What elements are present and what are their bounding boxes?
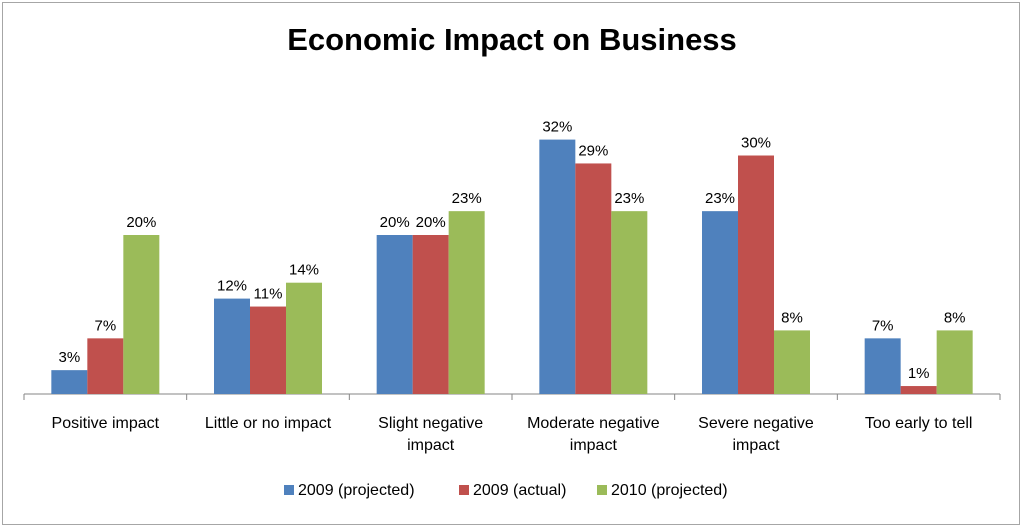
bar (250, 306, 286, 394)
bar (936, 330, 973, 394)
bar (412, 235, 449, 394)
data-label: 8% (944, 309, 966, 326)
legend-swatch (597, 485, 607, 495)
bar (376, 235, 413, 394)
bars-group (51, 139, 973, 394)
data-label: 14% (289, 262, 319, 279)
bar (864, 338, 901, 394)
bar (611, 211, 648, 394)
legend: 2009 (projected) 2009 (actual) 2010 (proje… (284, 482, 728, 499)
chart-title: Economic Impact on Business (287, 22, 737, 57)
data-label: 12% (217, 278, 247, 295)
data-label: 23% (452, 190, 482, 207)
bar (448, 211, 485, 394)
data-labels-group: 3% 7% 20% 12% 11% 14% 20% 20% 23% 32% 29% 23% 23% 30%… (58, 119, 965, 382)
category-label: Little or no impact (205, 415, 332, 432)
legend-swatch (284, 485, 294, 495)
bar (575, 163, 612, 394)
bar (702, 211, 738, 394)
legend-label: 2010 (projected) (611, 482, 728, 499)
data-label: 8% (781, 309, 803, 326)
data-label: 1% (908, 365, 930, 382)
bar (774, 330, 810, 394)
data-label: 20% (380, 214, 410, 231)
bar (87, 338, 124, 394)
data-label: 23% (614, 190, 644, 207)
data-label: 11% (254, 286, 283, 303)
category-label: Severe negative impact (698, 415, 814, 454)
legend-label: 2009 (projected) (298, 482, 415, 499)
bar (286, 282, 322, 394)
category-label: Slight negative impact (378, 415, 483, 454)
legend-label: 2009 (actual) (473, 482, 566, 499)
data-label: 32% (542, 119, 572, 136)
bar (123, 235, 160, 394)
data-label: 7% (94, 317, 116, 334)
category-label: Too early to tell (865, 415, 973, 432)
data-label: 30% (741, 135, 771, 152)
category-label: Moderate negative impact (527, 415, 660, 454)
data-label: 7% (872, 317, 894, 334)
bar (539, 139, 576, 394)
bar (900, 386, 937, 394)
data-label: 20% (126, 214, 156, 231)
data-label: 29% (578, 142, 608, 159)
category-label: Positive impact (52, 415, 160, 432)
data-label: 23% (705, 190, 735, 207)
category-labels-group: Positive impact Little or no impact Slight… (52, 415, 973, 454)
data-label: 20% (416, 214, 446, 231)
bar-chart: Economic Impact on Business 3% 7% 20% 12% 11… (23, 22, 1001, 499)
x-axis-ticks (23, 394, 1001, 400)
bar (214, 298, 250, 394)
bar (738, 155, 774, 394)
legend-swatch (459, 485, 469, 495)
data-label: 3% (58, 349, 80, 366)
bar (51, 370, 88, 394)
